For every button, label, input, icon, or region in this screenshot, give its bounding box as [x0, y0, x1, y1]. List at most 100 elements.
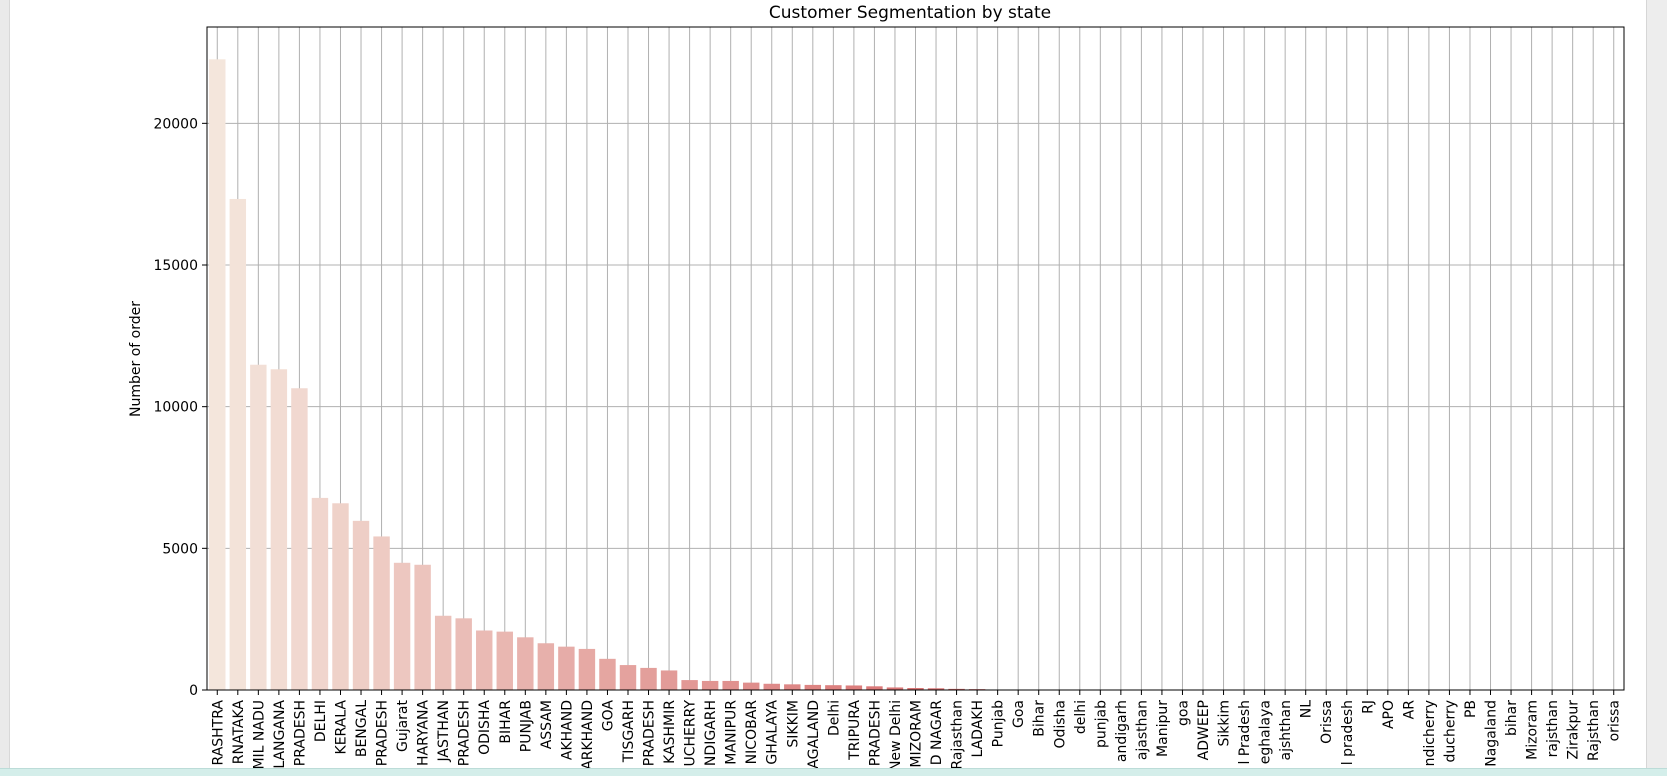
x-tick-label: Odisha — [1052, 700, 1068, 749]
x-tick-label: HARYANA — [416, 700, 432, 766]
x-tick-label: NDIGARH — [703, 700, 719, 766]
bar — [742, 682, 760, 690]
x-tick-label: PB — [1463, 700, 1479, 718]
x-tick-label: LADAKH — [970, 700, 986, 758]
x-tick-label: l pradesh — [1340, 700, 1356, 765]
bar — [537, 643, 555, 690]
x-tick-label: Zirakpur — [1566, 700, 1582, 760]
x-tick-label: ducherry — [1442, 700, 1458, 763]
bar — [270, 369, 288, 690]
x-tick-label: PRADESH — [375, 700, 391, 766]
bar — [907, 688, 924, 690]
bar — [784, 684, 801, 690]
x-tick-label: AKHAND — [559, 700, 575, 760]
bar — [948, 688, 965, 690]
x-tick-label: PRADESH — [457, 700, 473, 766]
bar — [517, 637, 534, 690]
bar — [393, 562, 411, 690]
x-tick-label: ajasthan — [1134, 700, 1150, 760]
x-tick-label: MIZORAM — [909, 700, 925, 768]
bar — [455, 618, 472, 690]
x-tick-label: Sikkim — [1217, 700, 1233, 747]
x-tick-label: Nagaland — [1484, 700, 1500, 767]
x-tick-label: KERALA — [333, 700, 349, 755]
x-tick-label: MIL NADU — [251, 700, 267, 770]
x-tick-label: ARKHAND — [580, 700, 596, 770]
bar — [373, 536, 390, 690]
bar — [291, 388, 308, 690]
bar — [845, 685, 863, 690]
x-tick-label: MANIPUR — [724, 700, 740, 765]
window-left-edge — [0, 0, 10, 776]
x-tick-label: Delhi — [826, 700, 842, 736]
bar — [311, 497, 329, 690]
bar — [763, 683, 780, 690]
y-tick-label: 10000 — [153, 400, 198, 416]
window-scrollbar[interactable] — [1646, 0, 1667, 776]
x-tick-label: GHALAYA — [765, 700, 781, 765]
x-tick-label: NICOBAR — [744, 700, 760, 765]
x-tick-label: ajshthan — [1278, 700, 1294, 760]
x-tick-label: D NAGAR — [929, 700, 945, 765]
x-tick-label: RASHTRA — [210, 700, 226, 766]
bar — [496, 631, 513, 690]
y-tick-label: 0 — [189, 683, 198, 699]
bar — [866, 686, 883, 690]
x-tick-label: orissa — [1607, 700, 1623, 741]
x-tick-label: New Delhi — [888, 700, 904, 771]
x-tick-label: Punjab — [991, 700, 1007, 747]
x-tick-label: AR — [1401, 700, 1417, 720]
bar — [886, 687, 904, 690]
x-tick-label: PRADESH — [292, 700, 308, 766]
y-tick-label: 15000 — [153, 258, 198, 274]
x-tick-label: bihar — [1504, 700, 1520, 736]
chart-title: Customer Segmentation by state — [769, 3, 1051, 23]
x-tick-label: RNATAKA — [231, 700, 247, 765]
bar — [640, 667, 657, 690]
x-tick-label: KASHMIR — [662, 700, 678, 764]
bar — [619, 665, 637, 690]
x-tick-label: AGALAND — [806, 700, 822, 769]
bar — [414, 564, 431, 690]
bar — [927, 688, 945, 690]
x-tick-label: rajsthan — [1545, 700, 1561, 757]
x-tick-label: PUNJAB — [518, 700, 534, 752]
bar — [250, 364, 267, 690]
x-tick-label: delhi — [1073, 700, 1089, 734]
x-tick-label: l Pradesh — [1237, 700, 1253, 765]
x-tick-label: ODISHA — [477, 700, 493, 755]
bar — [209, 59, 226, 691]
bar — [599, 658, 616, 690]
bar — [722, 680, 739, 690]
bars-layer — [209, 59, 1622, 691]
x-tick-label: TRIPURA — [847, 700, 863, 761]
x-tick-label: punjab — [1093, 700, 1109, 748]
bar — [701, 680, 719, 690]
bar — [825, 685, 842, 690]
x-tick-label: Mizoram — [1525, 700, 1541, 760]
x-tick-label: PRADESH — [642, 700, 658, 766]
x-tick-label: JASTHAN — [436, 700, 452, 762]
x-tick-label: TISGARH — [621, 700, 637, 763]
x-tick-label: Bihar — [1032, 700, 1048, 737]
x-tick-label: Gujarat — [395, 699, 411, 752]
x-tick-label: APO — [1381, 700, 1397, 729]
bar — [229, 198, 247, 690]
x-tick-label: andigarh — [1114, 700, 1130, 762]
x-tick-label: LANGANA — [272, 700, 288, 769]
bar — [681, 680, 698, 690]
x-tick-label: goa — [1175, 700, 1191, 726]
x-tick-label: Orissa — [1319, 700, 1335, 744]
bar — [660, 670, 678, 690]
x-tick-label: PRADESH — [867, 700, 883, 766]
x-tick-label: GOA — [600, 700, 616, 732]
bar — [332, 503, 349, 690]
ticks-layer: 0 5000 10000 15000 20000 RASHTRA RNATAKA MIL NA… — [153, 116, 1622, 771]
x-tick-label: Rajasthan — [950, 700, 966, 770]
x-tick-label: UCHERRY — [683, 700, 699, 767]
x-tick-label: Rajsthan — [1586, 700, 1602, 761]
bottom-status-strip — [0, 768, 1667, 776]
x-tick-label: SIKKIM — [785, 700, 801, 748]
x-tick-label: BENGAL — [354, 700, 370, 757]
